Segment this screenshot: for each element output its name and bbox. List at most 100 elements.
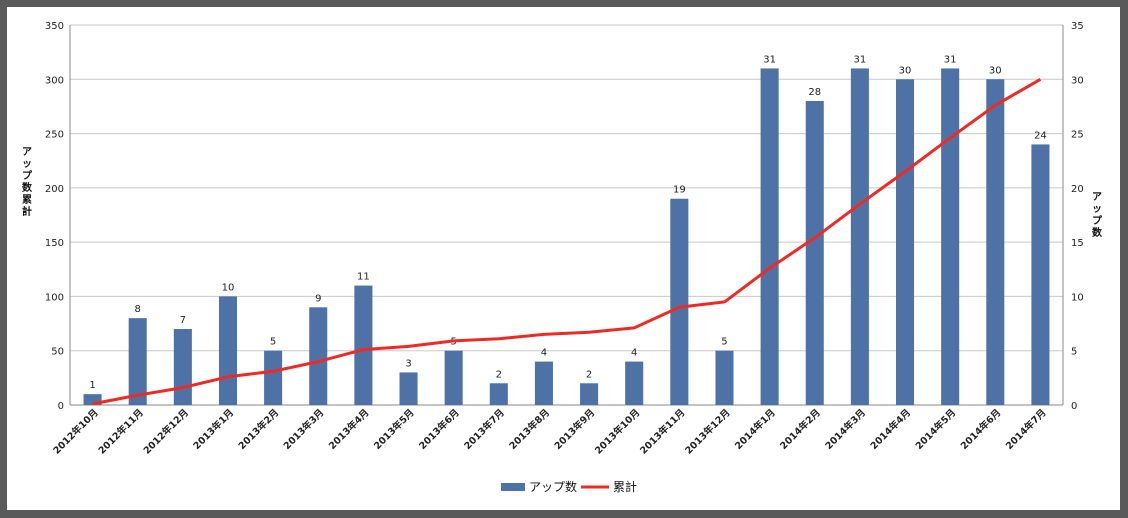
- bar-value-label: 5: [721, 337, 727, 348]
- category-label: 2014年6月: [958, 407, 1003, 452]
- bar-value-label: 19: [673, 185, 686, 196]
- left-tick-label: 350: [45, 21, 64, 32]
- right-tick-label: 5: [1071, 347, 1077, 358]
- bar: [1031, 144, 1050, 405]
- bar: [625, 361, 644, 405]
- category-label: 2012年12月: [141, 407, 191, 457]
- left-axis-label-char: 計: [22, 205, 32, 218]
- left-tick-label: 0: [58, 401, 64, 412]
- category-label: 2014年2月: [778, 407, 823, 452]
- bar: [670, 198, 689, 405]
- category-label: 2014年1月: [732, 407, 777, 452]
- bar-value-label: 10: [222, 282, 235, 293]
- bar: [805, 101, 824, 405]
- bar-value-label: 3: [405, 358, 411, 369]
- category-label: 2013年5月: [371, 407, 416, 452]
- category-label: 2013年11月: [637, 407, 687, 457]
- category-label: 2013年7月: [462, 407, 507, 452]
- bar-value-label: 30: [899, 65, 912, 76]
- category-label: 2012年11月: [96, 407, 146, 457]
- bar: [218, 296, 238, 405]
- category-label: 2013年10月: [592, 407, 642, 457]
- left-axis-label-char: 累: [22, 194, 32, 206]
- bar-value-label: 31: [854, 54, 867, 65]
- category-label: 2013年9月: [552, 407, 597, 452]
- bar: [83, 394, 102, 405]
- bar-value-label: 9: [315, 293, 321, 304]
- category-label: 2014年5月: [913, 407, 958, 452]
- left-axis-label-char: ア: [22, 146, 32, 158]
- category-label: 2013年8月: [507, 407, 552, 452]
- left-axis-label-char: 数: [22, 181, 33, 194]
- right-axis-label-char: ッ: [1092, 204, 1102, 215]
- bar-value-label: 28: [808, 87, 821, 98]
- right-tick-label: 35: [1071, 21, 1084, 32]
- bar: [941, 68, 960, 405]
- chart-frame: 1 8 7 10 5 9 11 3 5 2 4 2 4 19 5 31 28 31 30 31 30 24 0 50 100 1…: [7, 7, 1120, 510]
- right-tick-label: 15: [1071, 238, 1084, 249]
- right-axis-label: アップ数: [1092, 191, 1103, 239]
- bar-value-label: 2: [586, 369, 592, 380]
- right-tick-label: 30: [1071, 75, 1084, 86]
- category-label: 2013年12月: [683, 407, 733, 457]
- bar: [173, 329, 192, 405]
- bar: [399, 372, 418, 405]
- bar: [264, 350, 283, 405]
- bar: [534, 361, 553, 405]
- bar: [715, 350, 734, 405]
- right-axis-label-char: プ: [1092, 214, 1103, 227]
- bar-value-label: 4: [541, 348, 547, 359]
- right-axis-label-char: ア: [1092, 191, 1102, 203]
- bar-value-label: 31: [763, 54, 776, 65]
- category-label: 2013年1月: [191, 407, 236, 452]
- cumulative-line: [92, 78, 1042, 406]
- line-series: [92, 78, 1042, 406]
- bar-value-label: 2: [496, 369, 502, 380]
- bar: [128, 318, 147, 405]
- category-label: 2012年10月: [51, 407, 101, 457]
- category-label: 2013年4月: [326, 407, 371, 452]
- category-label: 2014年3月: [823, 407, 868, 452]
- bar-value-label: 1: [89, 380, 95, 391]
- category-label: 2013年6月: [416, 407, 461, 452]
- right-tick-label: 20: [1071, 184, 1084, 195]
- left-tick-label: 200: [45, 184, 64, 195]
- bar: [986, 79, 1005, 406]
- left-axis-ticks: 0 50 100 150 200 250 300 350: [45, 21, 64, 412]
- bar-value-label: 31: [944, 54, 957, 65]
- bar-value-label: 24: [1034, 130, 1047, 141]
- bar: [760, 68, 779, 405]
- bars: [83, 68, 1050, 406]
- bar-value-label: 8: [135, 304, 141, 315]
- category-label: 2013年2月: [236, 407, 281, 452]
- left-tick-label: 250: [45, 130, 64, 141]
- legend-line-label: 累計: [613, 479, 637, 494]
- right-tick-label: 0: [1071, 401, 1077, 412]
- bar-value-label: 5: [270, 337, 276, 348]
- category-label: 2014年7月: [1003, 407, 1048, 452]
- right-tick-label: 25: [1071, 130, 1084, 141]
- left-tick-label: 50: [51, 347, 64, 358]
- left-tick-label: 300: [45, 75, 64, 86]
- category-label: 2013年3月: [281, 407, 326, 452]
- right-tick-label: 10: [1071, 292, 1084, 303]
- left-axis-label-char: ッ: [22, 159, 32, 170]
- right-axis-ticks: 0 5 10 15 20 25 30 35: [1071, 21, 1084, 412]
- left-tick-label: 150: [45, 238, 64, 249]
- legend: アップ数 累計: [501, 479, 637, 494]
- bar-value-label: 4: [631, 348, 637, 359]
- bar-value-label: 7: [180, 315, 186, 326]
- bar: [895, 79, 915, 406]
- bar-value-label: 30: [989, 65, 1002, 76]
- left-tick-label: 100: [45, 292, 64, 303]
- category-label: 2014年4月: [868, 407, 913, 452]
- bar: [489, 383, 508, 405]
- left-axis-label-char: プ: [22, 169, 33, 182]
- bar: [580, 383, 599, 405]
- legend-bar-swatch: [501, 483, 525, 491]
- legend-bar-label: アップ数: [529, 479, 577, 494]
